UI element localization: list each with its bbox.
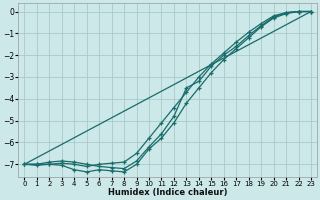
X-axis label: Humidex (Indice chaleur): Humidex (Indice chaleur) bbox=[108, 188, 228, 197]
